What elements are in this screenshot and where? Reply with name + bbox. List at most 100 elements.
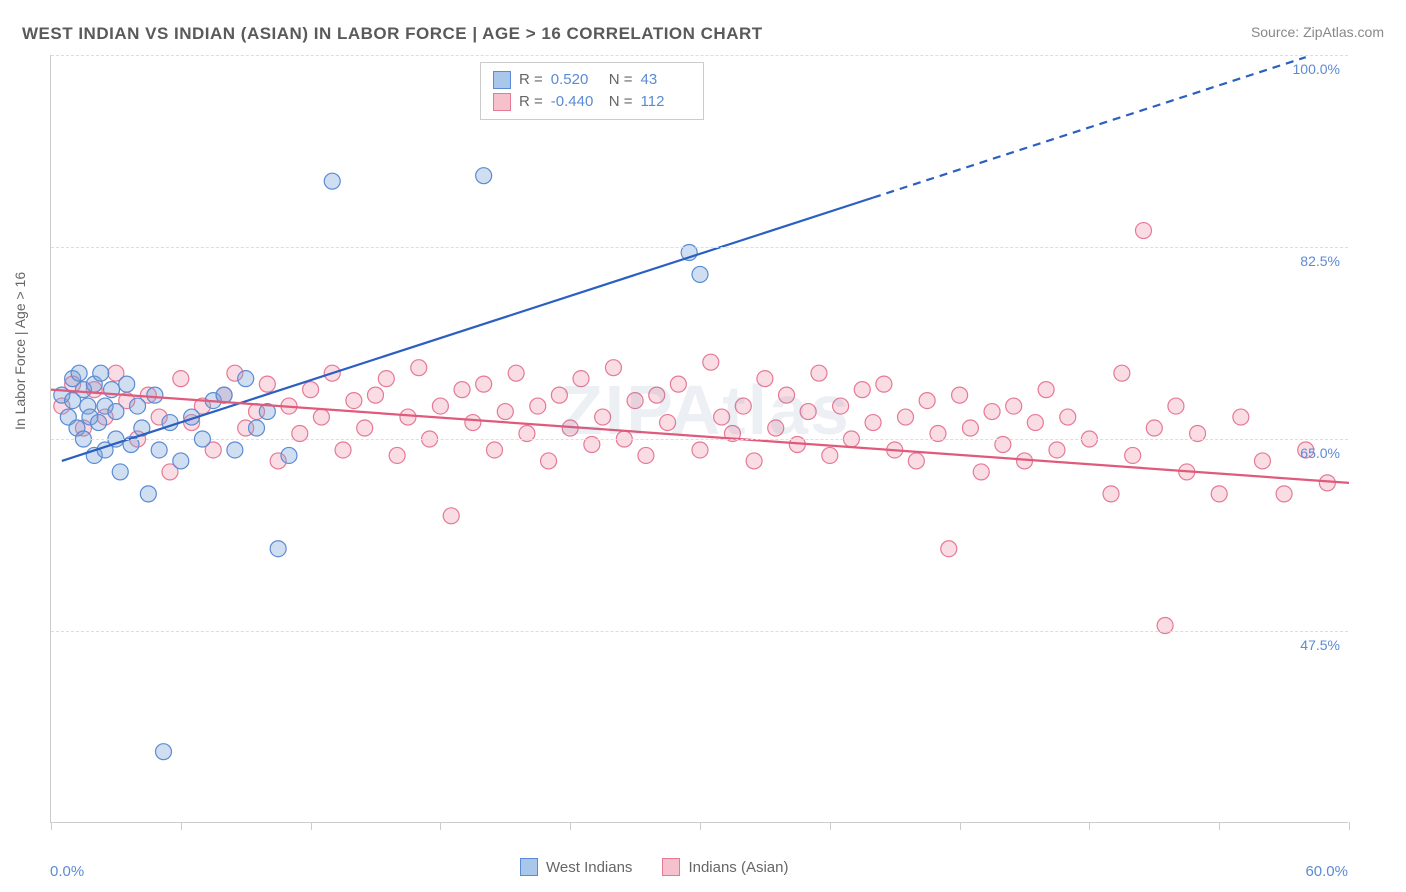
y-axis-title: In Labor Force | Age > 16 bbox=[12, 272, 28, 430]
data-point bbox=[1049, 442, 1065, 458]
n-label: N = bbox=[609, 69, 633, 91]
x-tick bbox=[960, 822, 961, 830]
data-point bbox=[757, 371, 773, 387]
data-point bbox=[541, 453, 557, 469]
data-point bbox=[692, 442, 708, 458]
data-point bbox=[703, 354, 719, 370]
legend-swatch bbox=[493, 93, 511, 111]
data-point bbox=[508, 365, 524, 381]
chart-header: WEST INDIAN VS INDIAN (ASIAN) IN LABOR F… bbox=[22, 24, 1384, 44]
data-point bbox=[454, 382, 470, 398]
data-point bbox=[941, 541, 957, 557]
legend-swatch bbox=[662, 858, 680, 876]
data-point bbox=[908, 453, 924, 469]
data-point bbox=[865, 415, 881, 431]
legend-swatch bbox=[520, 858, 538, 876]
data-point bbox=[1006, 398, 1022, 414]
data-point bbox=[1146, 420, 1162, 436]
data-point bbox=[1319, 475, 1335, 491]
data-point bbox=[670, 376, 686, 392]
data-point bbox=[108, 404, 124, 420]
data-point bbox=[1211, 486, 1227, 502]
data-point bbox=[476, 168, 492, 184]
data-point bbox=[346, 393, 362, 409]
data-point bbox=[173, 453, 189, 469]
x-tick bbox=[440, 822, 441, 830]
data-point bbox=[497, 404, 513, 420]
data-point bbox=[660, 415, 676, 431]
data-point bbox=[303, 382, 319, 398]
data-point bbox=[227, 442, 243, 458]
data-point bbox=[605, 360, 621, 376]
correlation-legend-row: R =0.520N =43 bbox=[493, 69, 691, 91]
trendline-west-indians-extrapolated bbox=[873, 57, 1306, 197]
data-point bbox=[313, 409, 329, 425]
data-point bbox=[432, 398, 448, 414]
data-point bbox=[919, 393, 935, 409]
data-point bbox=[147, 387, 163, 403]
data-point bbox=[173, 371, 189, 387]
chart-plot-area: 47.5%65.0%82.5%100.0% bbox=[50, 55, 1348, 823]
series-legend-label: Indians (Asian) bbox=[688, 859, 788, 876]
data-point bbox=[259, 376, 275, 392]
data-point bbox=[91, 415, 107, 431]
x-tick bbox=[1349, 822, 1350, 830]
data-point bbox=[400, 409, 416, 425]
data-point bbox=[368, 387, 384, 403]
data-point bbox=[476, 376, 492, 392]
data-point bbox=[335, 442, 351, 458]
data-point bbox=[130, 398, 146, 414]
legend-swatch bbox=[493, 71, 511, 89]
data-point bbox=[151, 442, 167, 458]
data-point bbox=[155, 744, 171, 760]
data-point bbox=[595, 409, 611, 425]
data-point bbox=[411, 360, 427, 376]
data-point bbox=[973, 464, 989, 480]
data-point bbox=[486, 442, 502, 458]
gridline bbox=[51, 439, 1348, 440]
data-point bbox=[1060, 409, 1076, 425]
data-point bbox=[638, 447, 654, 463]
data-point bbox=[71, 365, 87, 381]
data-point bbox=[779, 387, 795, 403]
data-point bbox=[1254, 453, 1270, 469]
x-tick bbox=[1219, 822, 1220, 830]
r-value: 0.520 bbox=[551, 69, 601, 91]
data-point bbox=[746, 453, 762, 469]
data-point bbox=[876, 376, 892, 392]
data-point bbox=[833, 398, 849, 414]
r-label: R = bbox=[519, 69, 543, 91]
data-point bbox=[119, 376, 135, 392]
data-point bbox=[1233, 409, 1249, 425]
data-point bbox=[270, 541, 286, 557]
data-point bbox=[952, 387, 968, 403]
data-point bbox=[822, 447, 838, 463]
gridline bbox=[51, 247, 1348, 248]
data-point bbox=[714, 409, 730, 425]
series-legend-label: West Indians bbox=[546, 859, 632, 876]
data-point bbox=[1125, 447, 1141, 463]
data-point bbox=[1135, 223, 1151, 239]
x-tick bbox=[51, 822, 52, 830]
x-tick bbox=[311, 822, 312, 830]
n-label: N = bbox=[609, 91, 633, 113]
r-label: R = bbox=[519, 91, 543, 113]
data-point bbox=[1027, 415, 1043, 431]
y-tick-label: 100.0% bbox=[1293, 61, 1340, 77]
data-point bbox=[357, 420, 373, 436]
data-point bbox=[530, 398, 546, 414]
series-legend: West Indians Indians (Asian) bbox=[520, 858, 789, 876]
data-point bbox=[854, 382, 870, 398]
data-point bbox=[962, 420, 978, 436]
correlation-legend-row: R =-0.440N =112 bbox=[493, 91, 691, 113]
x-tick bbox=[181, 822, 182, 830]
y-tick-label: 82.5% bbox=[1300, 253, 1340, 269]
x-axis-start-label: 0.0% bbox=[50, 863, 84, 880]
x-axis-end-label: 60.0% bbox=[1305, 863, 1348, 880]
data-point bbox=[1276, 486, 1292, 502]
data-point bbox=[551, 387, 567, 403]
data-point bbox=[573, 371, 589, 387]
data-point bbox=[811, 365, 827, 381]
data-point bbox=[1168, 398, 1184, 414]
x-tick bbox=[1089, 822, 1090, 830]
